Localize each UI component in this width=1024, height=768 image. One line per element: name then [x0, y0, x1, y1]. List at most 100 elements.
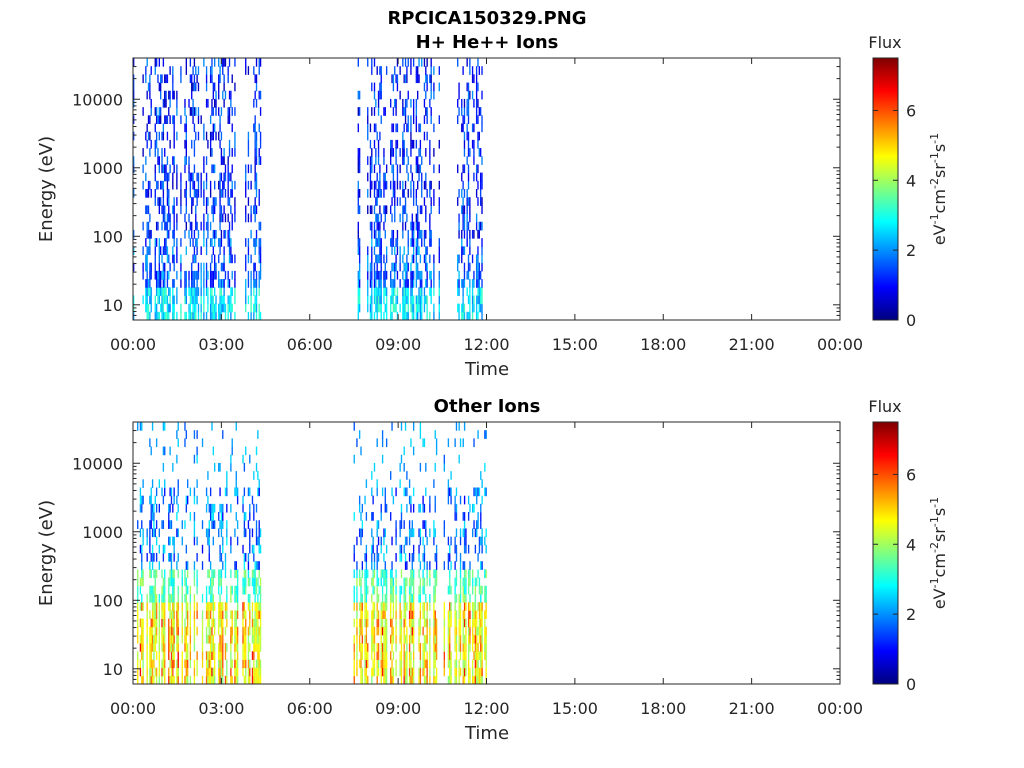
heatmap-cell	[169, 287, 171, 296]
heatmap-cell	[399, 602, 401, 611]
heatmap-cell	[258, 303, 260, 313]
heatmap-cell	[360, 446, 362, 456]
heatmap-cell	[455, 422, 458, 431]
heatmap-cell	[207, 659, 209, 669]
heatmap-cell	[367, 58, 369, 67]
heatmap-cell	[380, 512, 382, 521]
heatmap-cell	[373, 561, 376, 570]
heatmap-cell	[463, 659, 466, 669]
heatmap-cell	[234, 569, 236, 579]
heatmap-cell	[472, 585, 474, 595]
heatmap-cell	[195, 295, 197, 305]
heatmap-cell	[371, 221, 373, 231]
heatmap-cell	[474, 593, 477, 603]
heatmap-cell	[142, 643, 144, 652]
heatmap-cell	[478, 626, 481, 636]
heatmap-cell	[419, 585, 422, 595]
heatmap-cell	[234, 561, 236, 570]
heatmap-cell	[197, 131, 200, 141]
heatmap-cell	[236, 626, 239, 636]
heatmap-cell	[150, 487, 152, 497]
heatmap-cell	[429, 139, 431, 149]
heatmap-cell	[255, 156, 258, 165]
heatmap-cell	[384, 528, 386, 538]
heatmap-cell	[480, 520, 482, 529]
heatmap-cell	[402, 295, 404, 305]
heatmap-cell	[403, 602, 405, 611]
heatmap-cell	[463, 602, 466, 611]
heatmap-cell	[249, 610, 251, 619]
heatmap-cell	[222, 634, 224, 644]
heatmap-cell	[218, 279, 220, 288]
heatmap-cell	[211, 569, 213, 579]
heatmap-cell	[449, 618, 451, 628]
heatmap-cell	[415, 115, 418, 124]
heatmap-cell	[133, 90, 135, 100]
heatmap-cell	[154, 495, 156, 505]
heatmap-cell	[473, 295, 475, 305]
heatmap-cell	[161, 626, 163, 636]
heatmap-cell	[211, 602, 213, 611]
heatmap-cell	[447, 618, 450, 628]
heatmap-cell	[403, 675, 405, 684]
heatmap-cell	[485, 544, 487, 554]
heatmap-cell	[407, 287, 409, 296]
heatmap-cell	[472, 643, 474, 652]
heatmap-cell	[250, 295, 252, 305]
heatmap-cell	[219, 602, 221, 611]
heatmap-cell	[255, 238, 258, 247]
heatmap-cell	[212, 643, 214, 652]
heatmap-cell	[406, 643, 408, 652]
heatmap-cell	[137, 634, 139, 644]
heatmap-cell	[481, 659, 483, 669]
heatmap-cell	[475, 311, 478, 320]
colorbar-tick-label: 4	[906, 171, 916, 190]
heatmap-cell	[403, 577, 405, 587]
heatmap-cell	[209, 148, 212, 157]
heatmap-cell	[254, 626, 256, 636]
heatmap-cell	[407, 238, 409, 247]
heatmap-cell	[402, 156, 404, 165]
heatmap-cell	[208, 553, 210, 562]
heatmap-cell	[469, 197, 471, 206]
heatmap-cell	[151, 561, 154, 570]
heatmap-cell	[408, 659, 411, 669]
heatmap-cell	[473, 123, 475, 133]
heatmap-cell	[141, 643, 143, 652]
heatmap-cell	[473, 148, 475, 157]
heatmap-cell	[154, 311, 156, 320]
heatmap-cell	[154, 148, 156, 157]
heatmap-cell	[168, 172, 170, 182]
heatmap-cell	[209, 66, 212, 75]
heatmap-cell	[177, 610, 179, 619]
heatmap-cell	[469, 577, 471, 587]
heatmap-cell	[231, 618, 233, 628]
heatmap-cell	[423, 618, 426, 628]
heatmap-cell	[447, 585, 450, 595]
heatmap-cell	[139, 643, 142, 652]
heatmap-cell	[380, 602, 382, 611]
heatmap-cell	[376, 643, 378, 652]
heatmap-cell	[195, 287, 197, 296]
heatmap-cell	[459, 626, 462, 636]
heatmap-cell	[211, 577, 213, 587]
heatmap-cell	[200, 279, 202, 288]
heatmap-cell	[193, 229, 196, 239]
heatmap-cell	[176, 213, 178, 223]
heatmap-cell	[247, 626, 250, 636]
heatmap-cell	[461, 189, 463, 198]
heatmap-cell	[245, 626, 247, 636]
heatmap-cell	[391, 634, 393, 644]
heatmap-cell	[391, 585, 393, 595]
heatmap-cell	[371, 471, 373, 480]
heatmap-cell	[385, 569, 388, 579]
heatmap-cell	[151, 659, 154, 669]
heatmap-cell	[173, 221, 175, 231]
heatmap-cell	[476, 495, 478, 505]
heatmap-cell	[472, 659, 474, 669]
heatmap-cell	[254, 213, 256, 223]
heatmap-cell	[394, 270, 396, 280]
heatmap-cell	[227, 270, 229, 280]
heatmap-cell	[255, 189, 258, 198]
heatmap-cell	[406, 148, 408, 157]
